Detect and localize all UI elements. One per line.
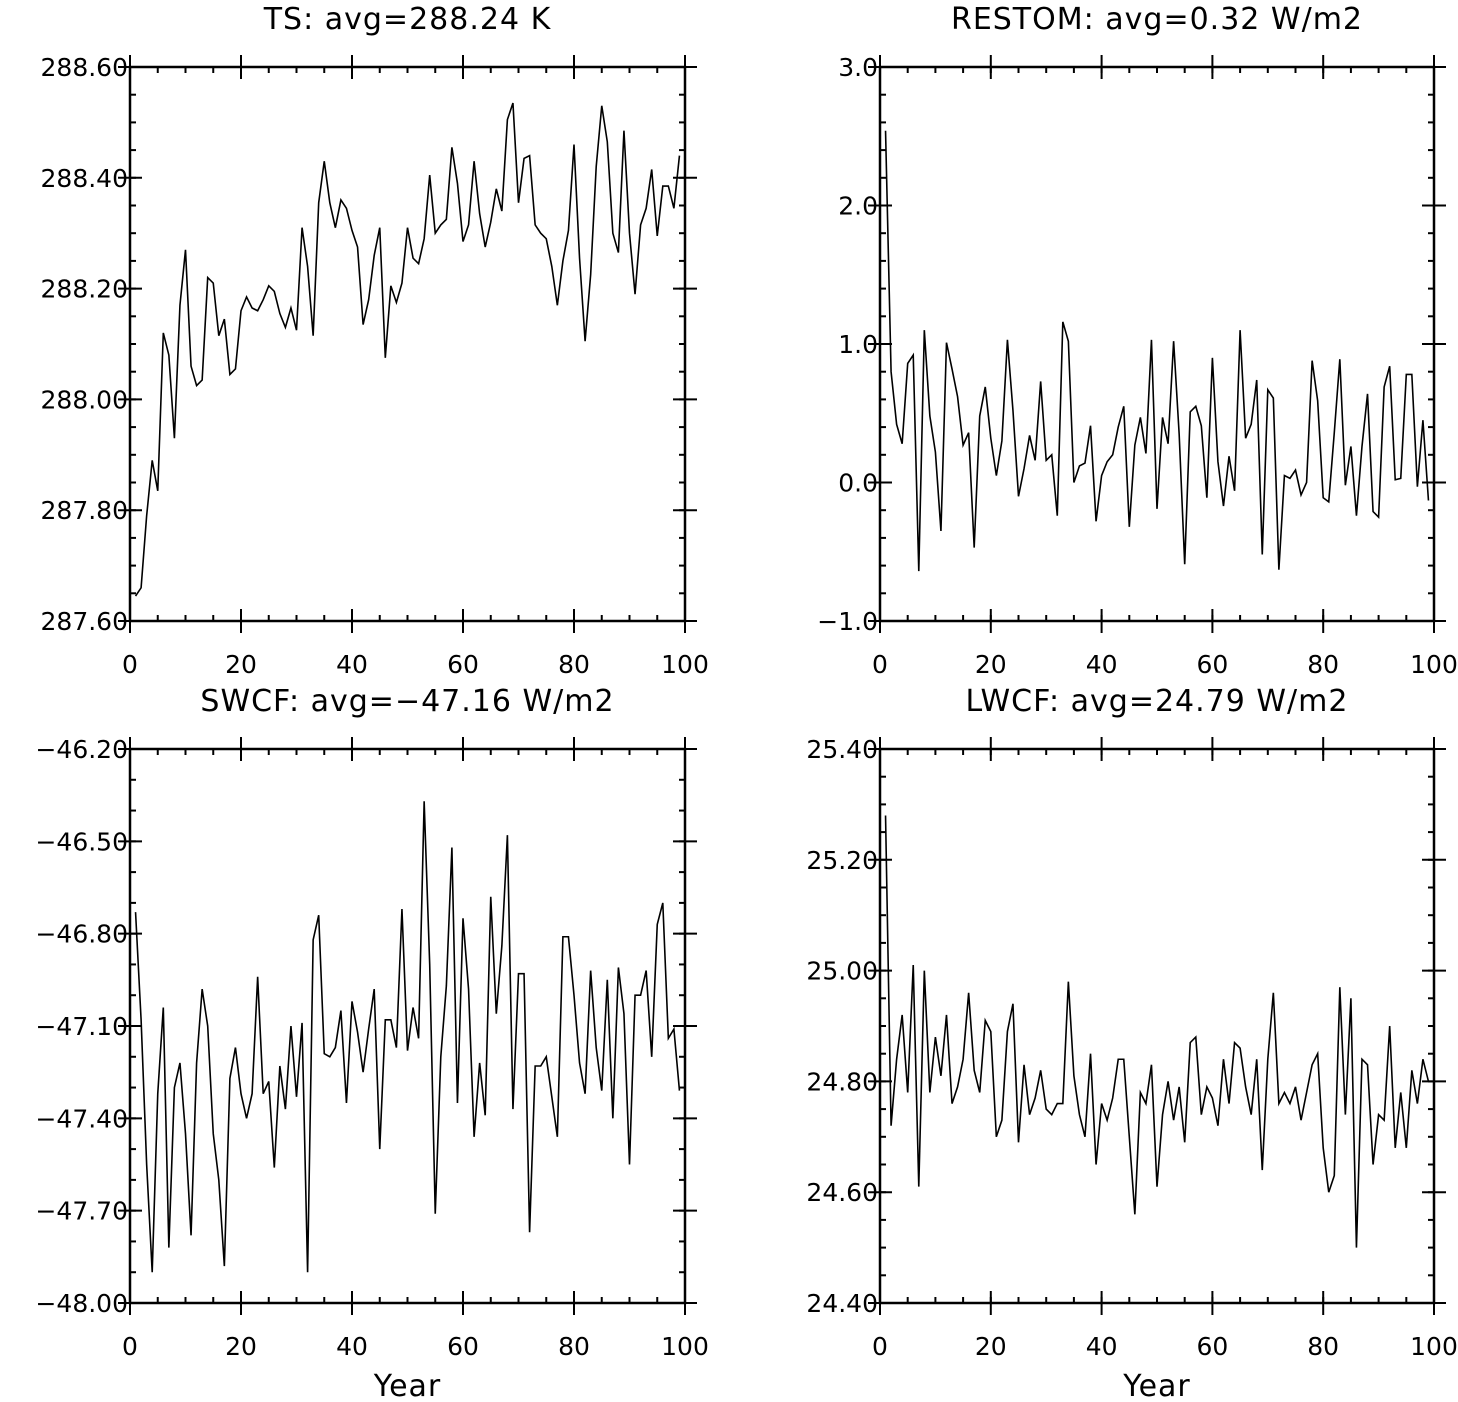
x-tick-label: 80 xyxy=(558,650,590,679)
x-tick-label: 0 xyxy=(872,650,888,679)
y-tick-label: 2.0 xyxy=(838,192,878,221)
panel-ts: TS: avg=288.24 K 287.60 287.80 288.00 288.20… xyxy=(41,2,709,679)
x-tick-label: 0 xyxy=(122,1332,138,1361)
y-tick-label: 24.80 xyxy=(806,1067,878,1096)
x-tick-label: 0 xyxy=(122,650,138,679)
y-tick-label: 24.40 xyxy=(806,1289,878,1318)
x-tick-label: 100 xyxy=(1410,650,1458,679)
x-tick-label: 60 xyxy=(1196,1332,1228,1361)
series-line xyxy=(134,801,681,1273)
y-tick-label: 1.0 xyxy=(838,330,878,359)
x-tick-label: 80 xyxy=(558,1332,590,1361)
x-tick-label: 100 xyxy=(661,1332,709,1361)
x-tick-label: 20 xyxy=(225,1332,257,1361)
chart-title: RESTOM: avg=0.32 W/m2 xyxy=(951,2,1363,37)
x-tick-label: 40 xyxy=(1086,1332,1118,1361)
panel-lwcf: LWCF: avg=24.79 W/m2 24.40 24.60 24.80 25.00… xyxy=(806,684,1457,1402)
y-tick-label: −46.50 xyxy=(35,827,128,856)
y-tick-label: −48.00 xyxy=(35,1289,128,1318)
y-tick-label: 25.00 xyxy=(806,957,878,986)
chart-title: LWCF: avg=24.79 W/m2 xyxy=(966,684,1349,719)
y-tick-label: −47.10 xyxy=(35,1012,128,1041)
x-tick-label: 60 xyxy=(447,1332,479,1361)
x-tick-label: 20 xyxy=(975,650,1007,679)
plot-frame xyxy=(878,65,1436,623)
y-tick-label: 288.20 xyxy=(41,275,128,304)
x-tick-label: 40 xyxy=(336,650,368,679)
plot-frame xyxy=(128,747,687,1305)
x-tick-label: 60 xyxy=(447,650,479,679)
x-tick-label: 100 xyxy=(661,650,709,679)
x-axis-label: Year xyxy=(1122,1369,1191,1402)
y-tick-label: −46.80 xyxy=(35,920,128,949)
series-line xyxy=(884,130,1430,572)
y-tick-label: 25.20 xyxy=(806,846,878,875)
y-tick-label: −47.40 xyxy=(35,1104,128,1133)
x-tick-label: 0 xyxy=(872,1332,888,1361)
panel-swcf: SWCF: avg=−47.16 W/m2 −48.00 −47.70 −47.40 −… xyxy=(35,684,708,1402)
x-tick-label: 40 xyxy=(1086,650,1118,679)
y-tick-label: −46.20 xyxy=(35,735,128,764)
plot-frame xyxy=(128,65,687,623)
y-tick-label: 288.60 xyxy=(41,53,128,82)
panel-restom: RESTOM: avg=0.32 W/m2 −1.0 0.0 1.0 2.0 3.0 0 20… xyxy=(817,2,1458,679)
y-tick-label: 288.00 xyxy=(41,385,128,414)
y-tick-label: 3.0 xyxy=(838,53,878,82)
y-tick-label: 288.40 xyxy=(41,164,128,193)
x-tick-label: 60 xyxy=(1196,650,1228,679)
y-tick-label: 0.0 xyxy=(838,469,878,498)
series-line xyxy=(884,815,1430,1248)
x-tick-label: 80 xyxy=(1307,1332,1339,1361)
x-tick-label: 80 xyxy=(1307,650,1339,679)
x-tick-label: 20 xyxy=(225,650,257,679)
series-line xyxy=(134,102,681,597)
y-tick-label: 287.60 xyxy=(41,607,128,636)
y-tick-label: 287.80 xyxy=(41,496,128,525)
x-tick-label: 100 xyxy=(1410,1332,1458,1361)
y-tick-label: 24.60 xyxy=(806,1178,878,1207)
y-tick-label: −47.70 xyxy=(35,1197,128,1226)
x-axis-label: Year xyxy=(373,1369,442,1402)
chart-title: TS: avg=288.24 K xyxy=(263,2,552,37)
x-tick-label: 40 xyxy=(336,1332,368,1361)
y-tick-label: −1.0 xyxy=(817,607,878,636)
chart-title: SWCF: avg=−47.16 W/m2 xyxy=(200,684,614,719)
x-tick-label: 20 xyxy=(975,1332,1007,1361)
y-tick-label: 25.40 xyxy=(806,735,878,764)
